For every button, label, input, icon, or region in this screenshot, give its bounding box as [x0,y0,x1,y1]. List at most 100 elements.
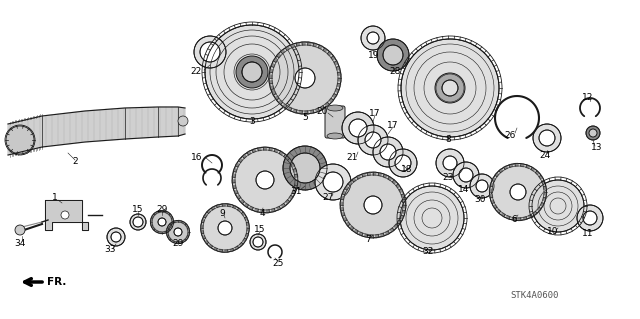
Polygon shape [244,204,248,207]
Polygon shape [373,172,376,175]
Circle shape [133,217,143,227]
Polygon shape [370,235,373,238]
Polygon shape [388,177,392,181]
Polygon shape [214,248,217,251]
Polygon shape [154,212,156,215]
Circle shape [380,144,396,160]
Polygon shape [402,210,405,213]
Polygon shape [305,111,308,114]
Text: 26: 26 [504,130,516,139]
Polygon shape [524,217,527,220]
Circle shape [443,156,457,170]
Text: 27: 27 [323,194,333,203]
Circle shape [194,36,226,68]
Polygon shape [270,86,274,90]
Circle shape [532,180,584,232]
Polygon shape [381,233,384,237]
Text: 30: 30 [474,196,486,204]
Polygon shape [201,231,204,234]
Polygon shape [243,238,246,242]
Polygon shape [201,225,203,228]
Polygon shape [293,168,296,172]
Polygon shape [506,216,510,219]
Polygon shape [293,109,297,113]
Polygon shape [318,45,322,49]
Circle shape [436,149,464,177]
Text: 2: 2 [72,158,78,167]
Polygon shape [211,207,215,210]
Polygon shape [310,110,314,114]
Polygon shape [150,220,152,222]
Polygon shape [397,220,401,224]
Polygon shape [296,42,300,46]
Circle shape [435,73,465,103]
Circle shape [453,162,479,188]
Polygon shape [258,147,261,151]
Text: 12: 12 [582,93,594,101]
Polygon shape [172,218,173,220]
Polygon shape [269,81,273,84]
Polygon shape [284,154,287,158]
Circle shape [218,221,232,235]
Polygon shape [536,171,539,174]
Circle shape [389,149,417,177]
Polygon shape [400,215,404,219]
Polygon shape [359,232,363,236]
Text: 5: 5 [302,114,308,122]
Polygon shape [291,163,294,167]
Text: 10: 10 [547,227,559,236]
Polygon shape [509,164,513,167]
Circle shape [253,237,263,247]
Polygon shape [280,49,285,54]
Polygon shape [499,169,502,173]
Text: 4: 4 [259,209,265,218]
Polygon shape [367,172,371,175]
Polygon shape [275,96,279,100]
Polygon shape [162,211,164,212]
Circle shape [15,225,25,235]
Polygon shape [168,229,170,232]
Polygon shape [521,164,524,167]
Polygon shape [260,210,264,213]
Polygon shape [327,51,332,56]
Text: 25: 25 [272,258,284,268]
Circle shape [236,56,268,88]
Polygon shape [340,197,344,200]
Circle shape [232,147,298,213]
Polygon shape [515,164,518,166]
Circle shape [342,112,374,144]
Polygon shape [490,189,492,192]
Polygon shape [279,151,283,155]
Polygon shape [490,195,493,198]
Polygon shape [401,194,404,197]
Polygon shape [239,159,243,162]
Text: 23: 23 [442,174,454,182]
Polygon shape [255,209,259,212]
Polygon shape [184,239,186,241]
Text: 17: 17 [369,108,381,117]
Polygon shape [152,227,155,230]
Text: 21: 21 [346,153,358,162]
Polygon shape [383,174,387,178]
Circle shape [490,164,547,220]
Polygon shape [295,180,298,183]
Text: 33: 33 [104,246,116,255]
Polygon shape [152,216,154,218]
Text: FR.: FR. [47,277,67,287]
Text: 17: 17 [387,121,399,130]
Polygon shape [518,218,521,220]
Polygon shape [45,200,88,230]
Polygon shape [271,63,275,67]
Polygon shape [168,226,170,228]
Text: 6: 6 [511,216,517,225]
Polygon shape [512,218,515,220]
Circle shape [583,211,597,225]
Circle shape [589,129,597,137]
Polygon shape [276,206,280,210]
Circle shape [349,119,367,137]
Polygon shape [222,204,225,206]
Text: STK4A0600: STK4A0600 [510,291,558,300]
Circle shape [459,168,473,182]
Polygon shape [202,219,204,223]
Polygon shape [282,204,285,207]
